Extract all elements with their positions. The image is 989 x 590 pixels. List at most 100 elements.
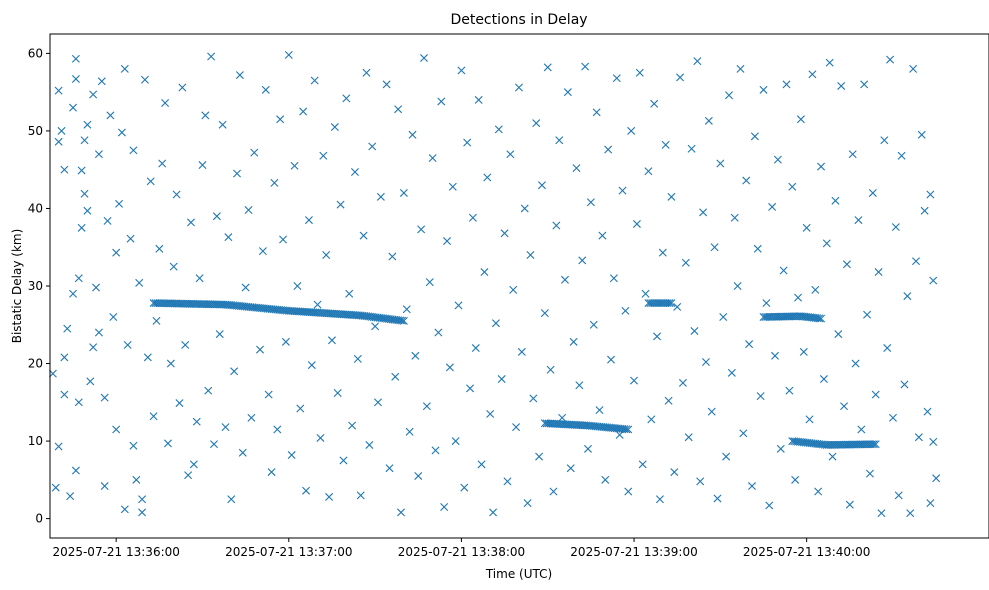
data-point bbox=[336, 200, 345, 209]
data-point bbox=[155, 244, 164, 253]
data-point bbox=[681, 258, 690, 267]
data-point bbox=[874, 268, 883, 277]
data-point bbox=[327, 336, 336, 345]
data-point bbox=[417, 225, 426, 234]
data-point bbox=[474, 95, 483, 104]
data-point bbox=[684, 433, 693, 442]
data-point bbox=[765, 501, 774, 510]
data-point bbox=[330, 123, 339, 132]
y-tick-label: 40 bbox=[28, 201, 43, 215]
data-point bbox=[491, 319, 500, 328]
data-point bbox=[250, 148, 259, 157]
track-point bbox=[663, 299, 672, 308]
data-point bbox=[595, 406, 604, 415]
data-point bbox=[304, 216, 313, 225]
data-point bbox=[808, 70, 817, 79]
data-point bbox=[601, 475, 610, 484]
data-point bbox=[707, 407, 716, 416]
data-point bbox=[353, 354, 362, 363]
data-point bbox=[500, 229, 509, 238]
data-point bbox=[287, 451, 296, 460]
data-point bbox=[678, 378, 687, 387]
data-point bbox=[817, 162, 826, 171]
data-point bbox=[184, 471, 193, 480]
data-point bbox=[745, 340, 754, 349]
data-point bbox=[256, 345, 265, 354]
data-point bbox=[888, 413, 897, 422]
data-point bbox=[60, 390, 69, 399]
data-point bbox=[54, 86, 63, 95]
data-point bbox=[132, 475, 141, 484]
data-point bbox=[739, 429, 748, 438]
data-point bbox=[794, 293, 803, 302]
data-point bbox=[399, 188, 408, 197]
data-point bbox=[437, 97, 446, 106]
data-point bbox=[920, 206, 929, 215]
data-point bbox=[857, 425, 866, 434]
track-point bbox=[657, 299, 666, 308]
data-point bbox=[51, 483, 60, 492]
data-point bbox=[742, 176, 751, 185]
x-tick-label: 2025-07-21 13:37:00 bbox=[225, 545, 352, 559]
data-point bbox=[762, 299, 771, 308]
data-point bbox=[172, 190, 181, 199]
data-point bbox=[276, 115, 285, 124]
data-point bbox=[100, 393, 109, 402]
y-tick-label: 0 bbox=[35, 512, 43, 526]
data-point bbox=[512, 423, 521, 432]
data-point bbox=[238, 448, 247, 457]
data-point bbox=[788, 182, 797, 191]
track-point bbox=[398, 316, 406, 325]
data-point bbox=[733, 282, 742, 290]
data-point bbox=[647, 415, 656, 424]
data-point bbox=[181, 340, 190, 349]
data-point bbox=[71, 466, 80, 475]
data-point bbox=[650, 99, 659, 108]
data-point bbox=[244, 206, 253, 215]
data-point bbox=[391, 372, 400, 381]
data-point bbox=[483, 173, 492, 182]
data-point bbox=[868, 188, 877, 197]
data-point bbox=[463, 138, 472, 147]
data-point bbox=[604, 145, 613, 154]
data-point bbox=[224, 233, 233, 242]
data-point bbox=[373, 398, 382, 407]
data-point bbox=[586, 198, 595, 207]
data-point bbox=[814, 487, 823, 496]
data-point bbox=[63, 324, 72, 333]
data-point bbox=[207, 52, 216, 61]
data-point bbox=[791, 475, 800, 484]
data-point bbox=[227, 495, 236, 504]
data-point bbox=[716, 159, 725, 168]
data-point bbox=[722, 452, 731, 461]
data-point bbox=[552, 221, 561, 230]
data-point bbox=[333, 389, 342, 397]
data-point bbox=[103, 216, 112, 225]
data-point bbox=[71, 74, 80, 83]
data-point bbox=[457, 66, 466, 75]
data-point bbox=[632, 219, 641, 228]
data-point bbox=[630, 376, 639, 385]
track-point bbox=[659, 299, 668, 308]
data-point bbox=[578, 256, 587, 265]
data-point bbox=[661, 140, 670, 149]
data-point bbox=[560, 275, 569, 284]
data-point bbox=[471, 344, 480, 353]
data-point bbox=[831, 196, 840, 205]
data-point bbox=[348, 421, 357, 430]
data-point bbox=[445, 363, 454, 372]
data-point bbox=[690, 326, 699, 335]
track-point bbox=[655, 299, 664, 308]
data-point bbox=[129, 441, 138, 450]
data-point bbox=[120, 505, 129, 514]
data-point bbox=[69, 103, 78, 112]
data-point bbox=[730, 213, 739, 222]
data-point bbox=[166, 359, 175, 368]
data-point bbox=[477, 460, 486, 469]
data-point bbox=[914, 433, 923, 442]
data-point bbox=[520, 204, 529, 213]
data-point bbox=[828, 452, 837, 461]
data-point bbox=[307, 361, 316, 370]
data-point bbox=[710, 243, 719, 252]
